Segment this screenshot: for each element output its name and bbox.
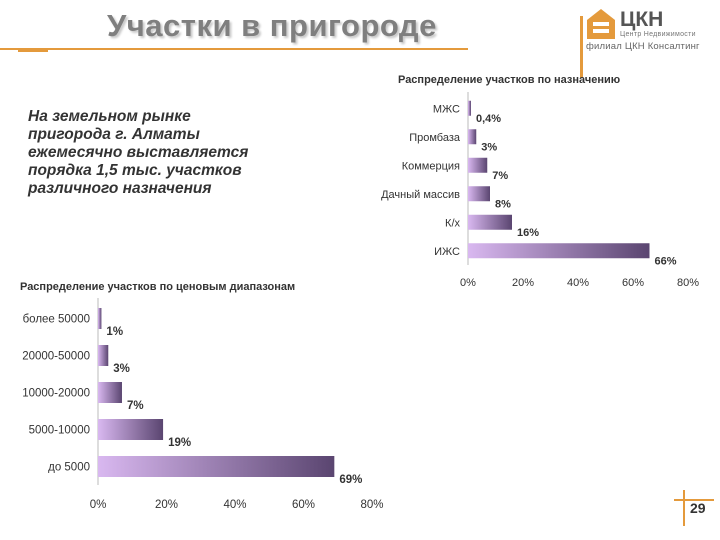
x-tick-label: 20%	[155, 499, 178, 511]
data-label: 7%	[492, 170, 508, 182]
title-accent-bar	[18, 48, 48, 52]
category-label: до 5000	[48, 462, 90, 474]
logo-house-icon	[587, 9, 615, 39]
title-underline	[0, 48, 468, 50]
bar	[468, 243, 650, 259]
category-label: Коммерция	[402, 160, 460, 172]
bar	[98, 419, 164, 440]
intro-text: На земельном рынке пригорода г. Алматы е…	[28, 108, 249, 197]
category-label: Дачный массив	[381, 189, 460, 201]
data-label: 3%	[481, 141, 497, 153]
category-label: 20000-50000	[22, 351, 90, 363]
x-tick-label: 60%	[622, 277, 644, 289]
logo-subtitle: Центр Недвижимости	[620, 31, 696, 38]
logo-name: ЦКН	[620, 8, 664, 31]
x-tick-label: 80%	[677, 277, 699, 289]
page-number-corner	[674, 490, 714, 526]
data-label: 7%	[127, 400, 144, 412]
chart-2-title: Распределение участков по ценовым диапаз…	[20, 281, 296, 293]
bar	[98, 345, 109, 366]
x-tick-label: 20%	[512, 277, 534, 289]
data-label: 16%	[517, 227, 539, 239]
logo-branch: филиал ЦКН Консалтинг	[586, 41, 700, 52]
data-label: 66%	[655, 255, 677, 267]
x-tick-label: 40%	[567, 277, 589, 289]
data-label: 3%	[113, 363, 130, 375]
category-label: 10000-20000	[22, 388, 90, 400]
data-label: 69%	[339, 474, 362, 486]
bar	[468, 186, 490, 202]
data-label: 1%	[106, 326, 123, 338]
x-tick-label: 0%	[90, 499, 107, 511]
data-label: 19%	[168, 437, 191, 449]
category-label: Промбаза	[409, 132, 461, 144]
x-tick-label: 40%	[223, 499, 246, 511]
category-label: МЖС	[433, 103, 460, 115]
chart-1-title: Распределение участков по назначению	[398, 74, 621, 86]
logo-divider	[580, 16, 583, 78]
data-label: 0,4%	[476, 113, 501, 125]
price-range-distribution-chart: более 50000 1% 20000-50000 3% 10000-20000 7% 5…	[22, 298, 384, 511]
page-title: Участки в пригороде	[107, 8, 437, 43]
data-label: 8%	[495, 198, 511, 210]
x-tick-label: 80%	[360, 499, 383, 511]
page-number: 29	[690, 500, 706, 516]
category-label: более 50000	[23, 314, 90, 326]
category-label: 5000-10000	[29, 425, 90, 437]
bar	[98, 382, 122, 403]
bar	[468, 157, 488, 173]
bar	[98, 308, 102, 329]
x-tick-label: 60%	[292, 499, 315, 511]
category-label: К/х	[445, 217, 460, 229]
bar	[468, 129, 477, 145]
bar	[468, 214, 512, 230]
x-tick-label: 0%	[460, 277, 476, 289]
purpose-distribution-chart: МЖС 0,4% Промбаза 3% Коммерция 7% Дачный масси…	[381, 92, 699, 289]
bar	[98, 456, 335, 477]
category-label: ИЖС	[434, 246, 460, 258]
bar	[468, 100, 471, 116]
